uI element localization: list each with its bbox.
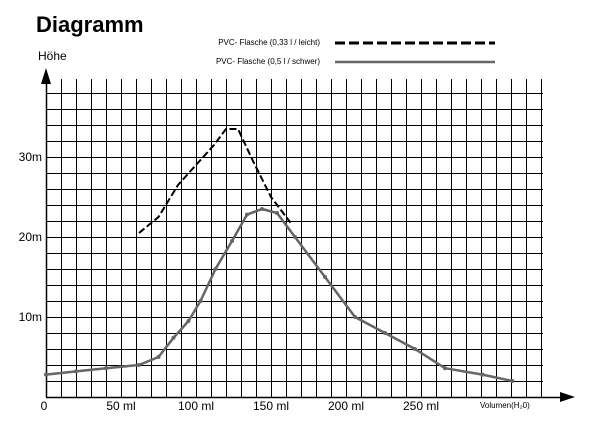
- series-line: [45, 207, 513, 383]
- data-point: [44, 372, 48, 377]
- data-point: [104, 366, 108, 371]
- x-tick-labels: 0 50 ml 100 ml 150 ml 200 ml 250 ml: [41, 399, 439, 413]
- data-point: [510, 379, 515, 383]
- data-point: [323, 275, 327, 279]
- legend: PVC- Flasche (0,33 l / leicht) PVC- Flasc…: [216, 38, 495, 66]
- data-point: [413, 347, 417, 351]
- series-line: [138, 128, 292, 234]
- legend-label: PVC- Flasche (0,33 l / leicht): [218, 38, 320, 47]
- data-point: [74, 369, 78, 374]
- data-point: [230, 239, 234, 243]
- data-point: [383, 331, 387, 335]
- grid: [46, 79, 543, 397]
- series-2: [44, 207, 515, 383]
- y-tick-label: 30m: [19, 150, 42, 164]
- data-point: [293, 235, 297, 239]
- y-tick-labels: 10m 20m 30m: [19, 150, 42, 324]
- y-axis-label: Höhe: [38, 49, 67, 63]
- data-point: [245, 212, 249, 217]
- axes: [41, 68, 575, 402]
- data-point: [260, 207, 264, 211]
- series-layer: [44, 128, 515, 383]
- data-point: [443, 366, 447, 371]
- x-tick-label: 50 ml: [106, 399, 135, 413]
- data-point: [213, 267, 218, 271]
- legend-label: PVC- Flasche (0,5 l / schwer): [216, 57, 320, 66]
- x-tick-label: 200 ml: [328, 399, 364, 413]
- series-1: [138, 128, 292, 234]
- y-tick-label: 10m: [19, 310, 42, 324]
- data-point: [171, 335, 176, 340]
- x-tick-label: 250 ml: [403, 399, 439, 413]
- y-axis-arrow-icon: [41, 68, 51, 84]
- x-axis-label: Volumen(H₂0): [480, 401, 530, 410]
- data-point: [480, 372, 485, 377]
- data-point: [198, 299, 203, 303]
- data-point: [186, 319, 191, 323]
- data-point: [156, 355, 161, 359]
- x-tick-label: 0: [41, 399, 48, 413]
- chart-title: Diagramm: [36, 12, 144, 37]
- y-tick-label: 20m: [19, 230, 42, 244]
- data-point: [137, 363, 141, 367]
- x-tick-label: 150 ml: [253, 399, 289, 413]
- data-point: [275, 211, 279, 215]
- x-axis-arrow-icon: [560, 392, 575, 402]
- x-tick-label: 100 ml: [178, 399, 214, 413]
- data-point: [353, 315, 357, 319]
